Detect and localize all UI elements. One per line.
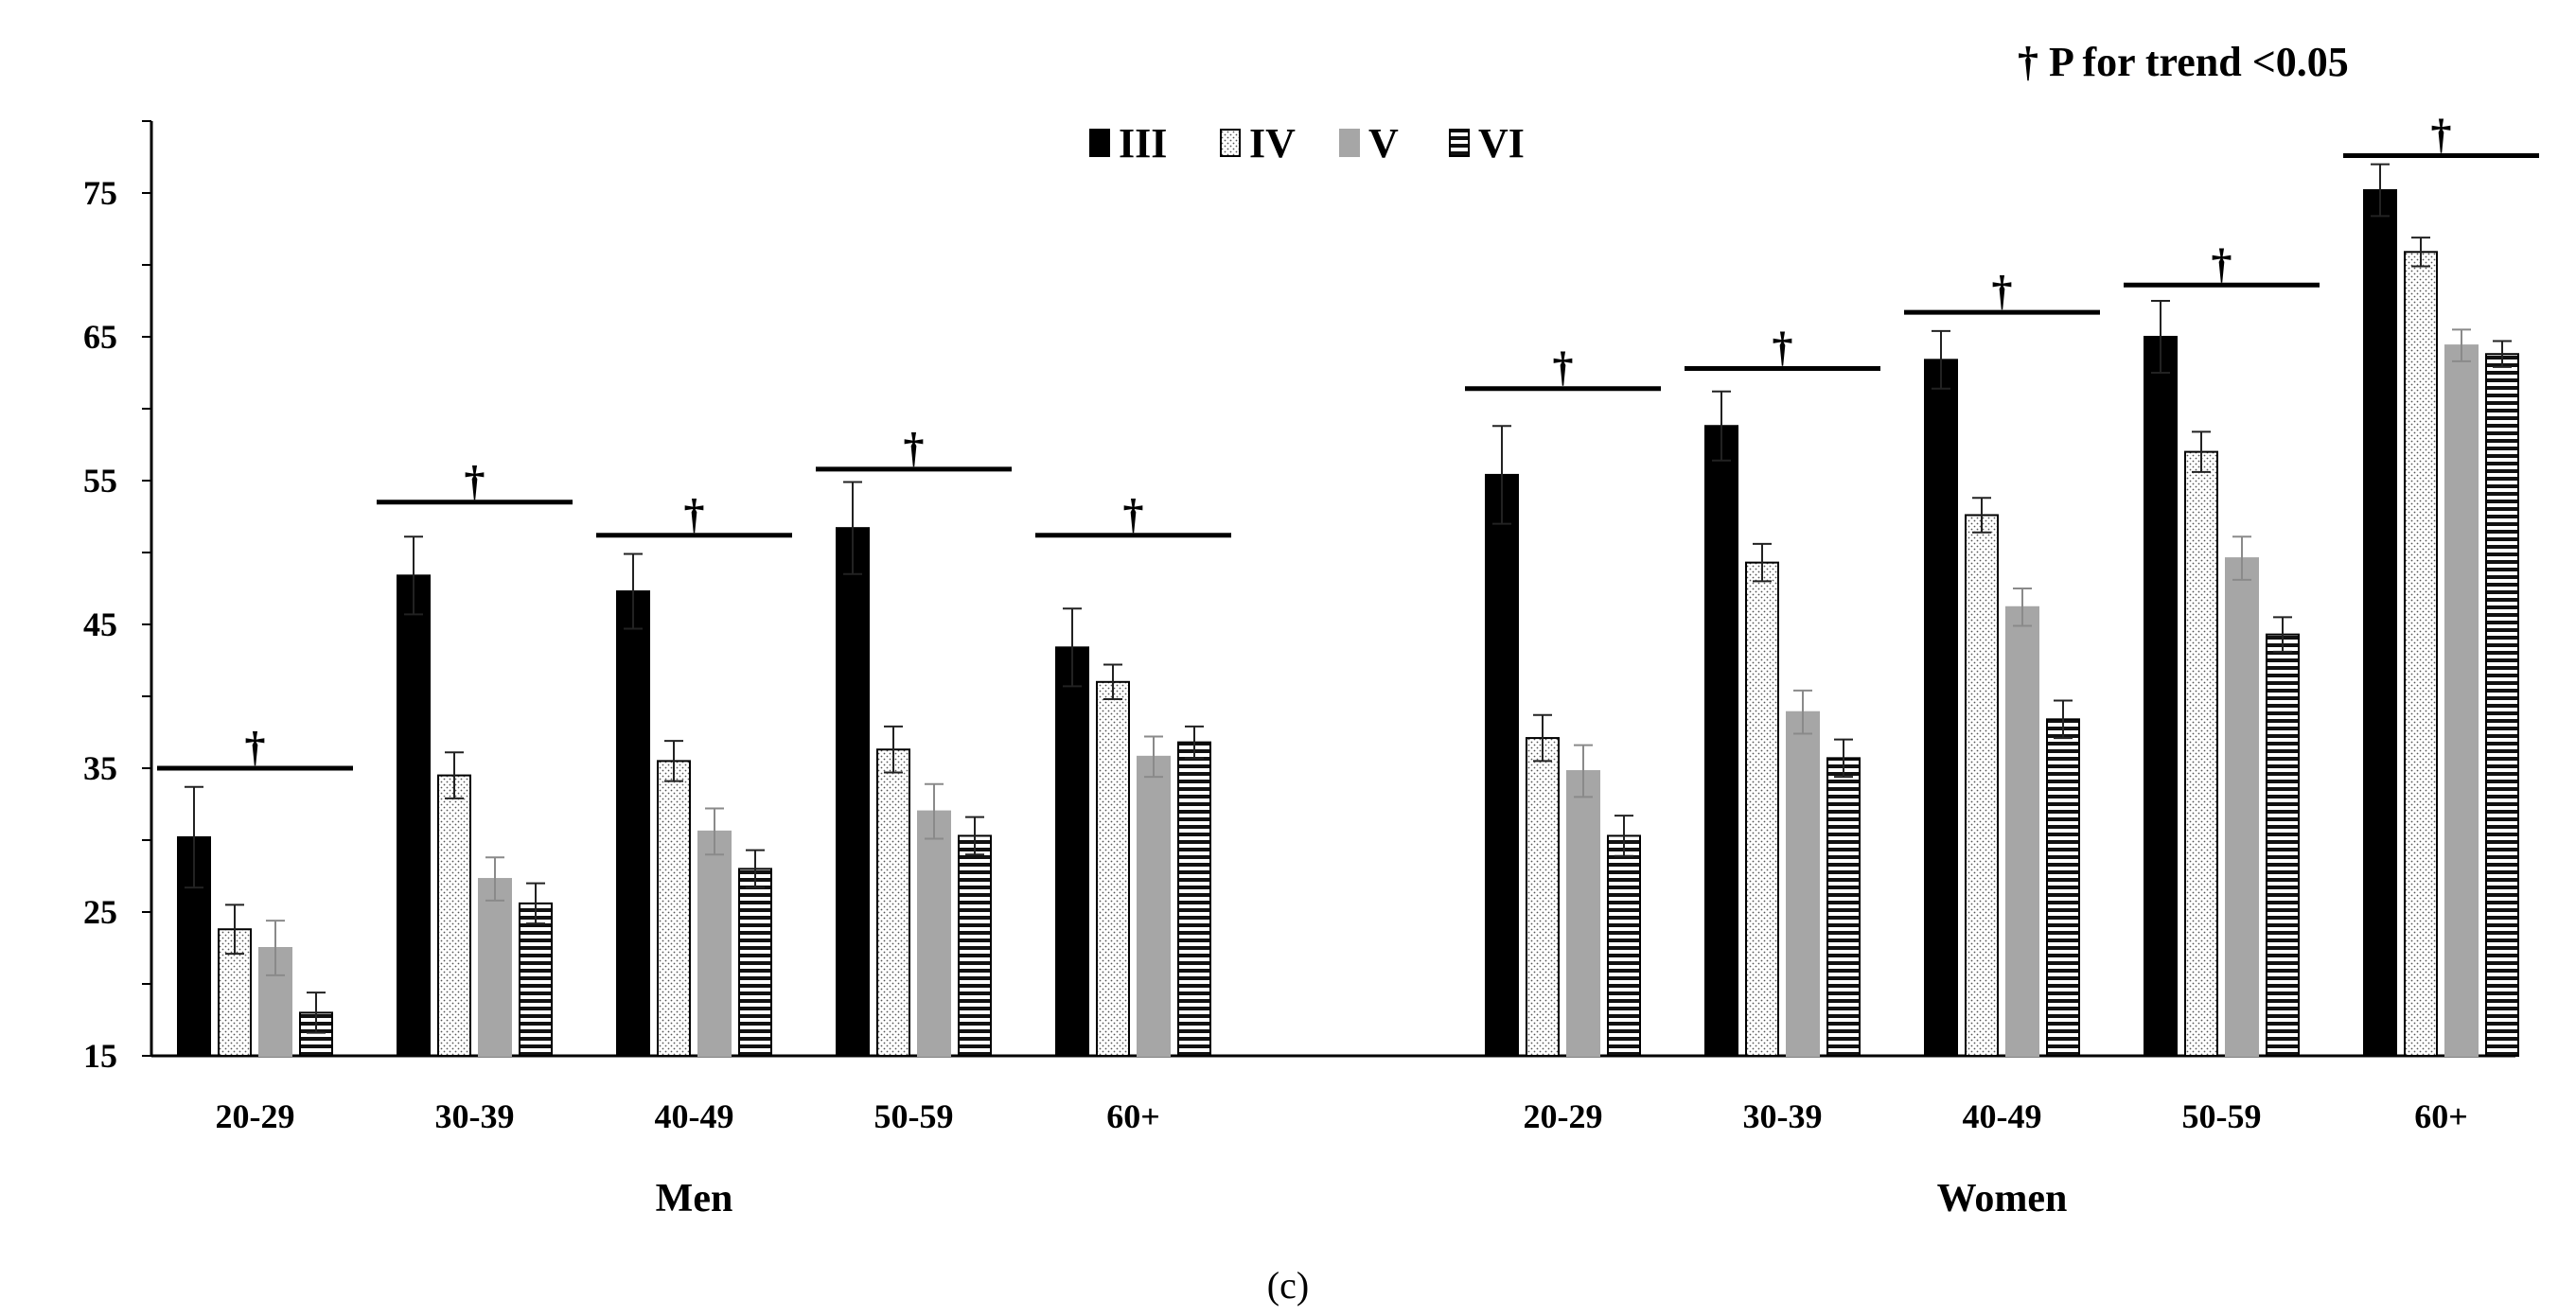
trend-dagger: †	[2431, 111, 2452, 157]
bar-IV-8	[2184, 450, 2218, 1058]
trend-dagger: †	[684, 491, 705, 537]
bar-III-1	[397, 574, 431, 1057]
trend-dagger: †	[1553, 344, 1574, 391]
group-label-women: Women	[1937, 1177, 2068, 1220]
bar-V-1	[478, 878, 512, 1057]
y-tick-label: 65	[83, 318, 117, 356]
bar-III-8	[2144, 336, 2178, 1057]
bar-V-2	[697, 830, 732, 1057]
x-tick-label: 20-29	[1524, 1097, 1603, 1135]
y-tick-label: 35	[83, 749, 117, 787]
legend-swatch-V	[1339, 129, 1360, 157]
x-tick-label: 40-49	[655, 1097, 734, 1135]
legend-label-IV: IV	[1249, 120, 1296, 167]
legend: III IV V VI	[1089, 120, 1525, 167]
y-tick-label: 75	[83, 174, 117, 212]
error-bars	[185, 163, 2512, 1034]
bar-V-4	[1137, 755, 1171, 1058]
trend-dagger: †	[2212, 240, 2232, 287]
x-tick-label: 50-59	[2182, 1097, 2262, 1135]
bar-III-9	[2363, 188, 2397, 1057]
trend-markers: † † † † † † † † † †	[157, 111, 2539, 771]
bar-VI-1	[519, 902, 553, 1057]
figure-caption: (c)	[1267, 1264, 1309, 1307]
bar-IV-2	[657, 760, 691, 1058]
bar-III-3	[836, 527, 870, 1057]
bar-VI-7	[2046, 718, 2080, 1057]
bar-V-8	[2225, 557, 2259, 1057]
x-tick-label: 30-39	[1743, 1097, 1823, 1135]
bar-V-3	[917, 810, 951, 1057]
bar-IV-9	[2404, 251, 2438, 1057]
y-tick-label: 25	[83, 893, 117, 931]
trend-dagger: †	[245, 724, 266, 770]
bar-VI-6	[1826, 757, 1861, 1057]
bar-III-7	[1924, 359, 1958, 1057]
bar-IV-6	[1745, 561, 1779, 1057]
y-tick-label: 15	[83, 1037, 117, 1075]
legend-swatch-VI	[1449, 129, 1470, 157]
x-tick-labels: 20-29 30-39 40-49 50-59 60+ 20-29 30-39 40-49 50…	[216, 1097, 2468, 1135]
bar-IV-5	[1526, 737, 1560, 1058]
y-tick-label: 45	[83, 605, 117, 643]
bar-III-4	[1055, 646, 1089, 1057]
bar-III-2	[616, 590, 650, 1057]
legend-label-V: V	[1368, 120, 1399, 167]
bar-IV-3	[876, 748, 910, 1057]
bar-III-5	[1485, 473, 1519, 1058]
bar-III-6	[1704, 425, 1738, 1057]
group-labels: Men Women	[656, 1177, 2068, 1220]
y-tick-label: 55	[83, 462, 117, 500]
bar-IV-4	[1096, 680, 1130, 1057]
legend-label-III: III	[1119, 120, 1167, 167]
bar-VI-2	[738, 868, 772, 1058]
bar-V-7	[2005, 605, 2039, 1057]
trend-note: † P for trend <0.05	[2018, 39, 2349, 85]
bar-V-9	[2444, 344, 2479, 1057]
x-tick-label: 30-39	[435, 1097, 515, 1135]
x-tick-label: 50-59	[874, 1097, 954, 1135]
bar-VI-5	[1607, 834, 1641, 1057]
trend-dagger: †	[465, 458, 485, 504]
bar-V-6	[1786, 711, 1820, 1057]
legend-swatch-III	[1089, 129, 1110, 157]
legend-label-VI: VI	[1478, 120, 1525, 167]
bar-VI-4	[1177, 741, 1211, 1057]
trend-dagger: †	[1123, 491, 1144, 537]
bar-IV-7	[1965, 514, 1999, 1057]
trend-dagger: †	[904, 425, 925, 471]
x-tick-label: 20-29	[216, 1097, 295, 1135]
trend-dagger: †	[1773, 324, 1793, 370]
bars	[177, 188, 2519, 1058]
bar-V-5	[1566, 770, 1600, 1057]
bar-VI-8	[2266, 633, 2300, 1057]
x-tick-label: 60+	[2414, 1097, 2468, 1135]
trend-dagger: †	[1992, 268, 2013, 314]
legend-swatch-IV	[1220, 129, 1241, 157]
x-tick-label: 60+	[1106, 1097, 1160, 1135]
bar-VI-3	[958, 834, 992, 1057]
bar-VI-9	[2485, 353, 2519, 1057]
bar-IV-1	[437, 774, 471, 1057]
x-tick-label: 40-49	[1963, 1097, 2042, 1135]
group-label-men: Men	[656, 1177, 733, 1220]
